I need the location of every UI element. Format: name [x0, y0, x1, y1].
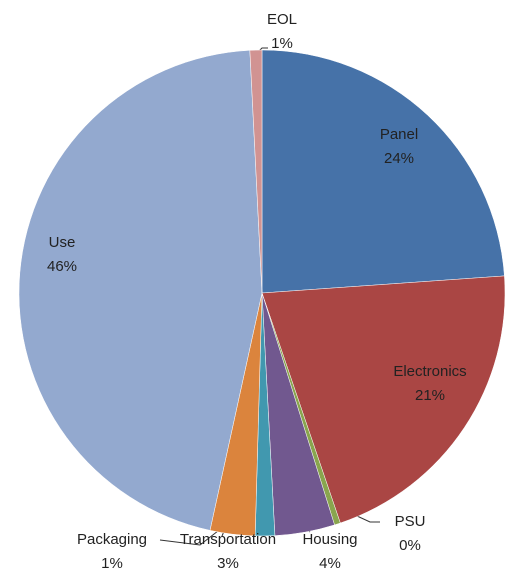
slice-label: Panel [380, 126, 418, 143]
pie-slice [261, 275, 506, 524]
slice-value-label: 1% [271, 35, 293, 52]
slice-label: Transportation [180, 531, 276, 548]
slice-value-label: 24% [384, 150, 414, 167]
slice-value-label: 3% [217, 555, 239, 572]
slice-label: Electronics [393, 363, 466, 380]
slice-label: Packaging [77, 531, 147, 548]
slice-value-label: 46% [47, 258, 77, 275]
slice-value-label: 21% [415, 387, 445, 404]
pie-slice [249, 49, 263, 294]
slice-label: PSU [395, 513, 426, 530]
slice-label: EOL [267, 11, 297, 28]
pie-slice [261, 49, 505, 294]
slice-label: Housing [302, 531, 357, 548]
slice-label: Use [49, 234, 76, 251]
slice-value-label: 4% [319, 555, 341, 572]
slice-value-label: 0% [399, 537, 421, 554]
pie-slice [18, 50, 263, 531]
slice-value-label: 1% [101, 555, 123, 572]
